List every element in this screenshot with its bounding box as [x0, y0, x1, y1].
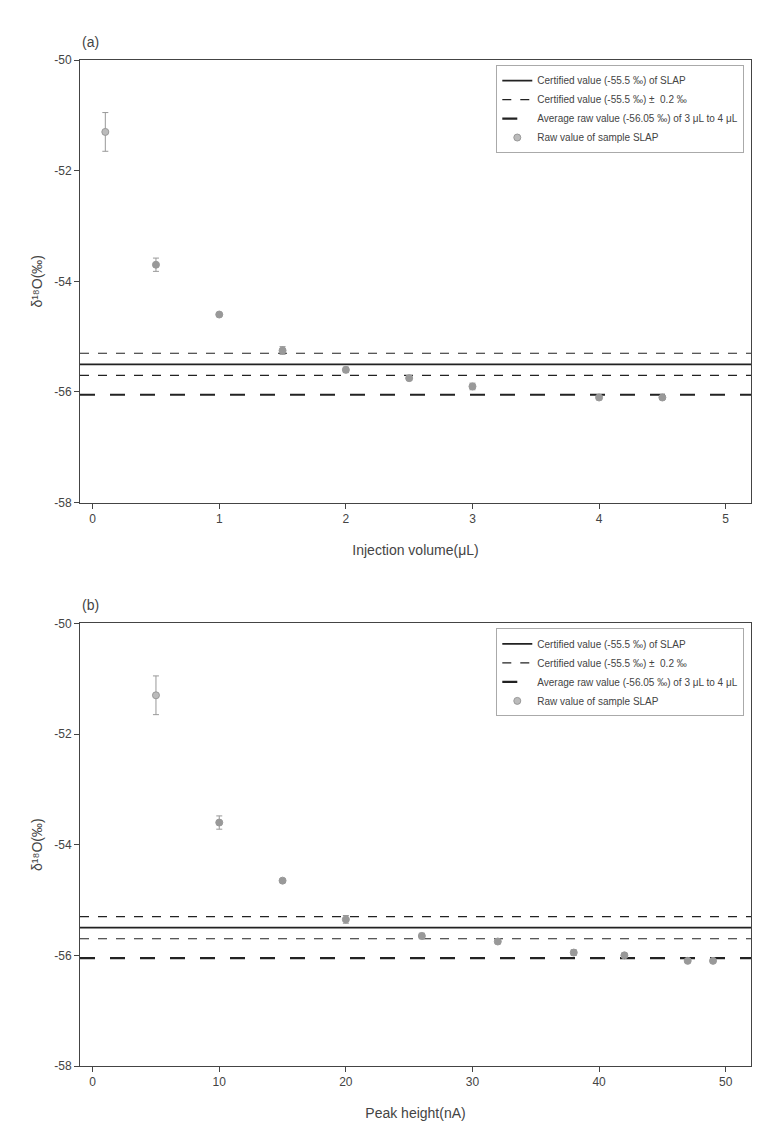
svg-text:-56: -56 — [54, 385, 72, 399]
svg-text:30: 30 — [466, 1075, 480, 1089]
svg-text:δ¹⁸O(‰): δ¹⁸O(‰) — [29, 818, 45, 871]
svg-text:2: 2 — [343, 512, 350, 526]
svg-text:4: 4 — [596, 512, 603, 526]
svg-text:(a): (a) — [82, 34, 99, 50]
svg-text:0: 0 — [89, 1075, 96, 1089]
svg-text:Injection volume(μL): Injection volume(μL) — [352, 542, 478, 558]
svg-text:40: 40 — [592, 1075, 606, 1089]
svg-text:(b): (b) — [82, 597, 99, 613]
svg-text:Raw value of sample SLAP: Raw value of sample SLAP — [537, 132, 659, 143]
svg-text:-58: -58 — [54, 1059, 72, 1073]
svg-text:-50: -50 — [54, 617, 72, 631]
svg-text:10: 10 — [213, 1075, 227, 1089]
svg-text:Peak height(nA): Peak height(nA) — [365, 1105, 465, 1121]
svg-text:Certified value (-55.5 ‰) ± 0: Certified value (-55.5 ‰) ± 0.2 ‰ — [537, 658, 686, 669]
svg-text:20: 20 — [339, 1075, 353, 1089]
svg-text:Certified value (-55.5 ‰) of S: Certified value (-55.5 ‰) of SLAP — [537, 75, 686, 86]
svg-text:Raw value of sample SLAP: Raw value of sample SLAP — [537, 696, 659, 707]
svg-text:-58: -58 — [54, 496, 72, 510]
svg-text:δ¹⁸O(‰): δ¹⁸O(‰) — [29, 255, 45, 308]
svg-text:Average raw value (-56.05 ‰) o: Average raw value (-56.05 ‰) of 3 μL to … — [537, 677, 737, 688]
svg-text:50: 50 — [719, 1075, 733, 1089]
svg-text:-54: -54 — [54, 838, 72, 852]
svg-text:Average raw value (-56.05 ‰) o: Average raw value (-56.05 ‰) of 3 μL to … — [537, 113, 737, 124]
svg-text:-54: -54 — [54, 275, 72, 289]
svg-text:Certified value (-55.5 ‰) ± 0: Certified value (-55.5 ‰) ± 0.2 ‰ — [537, 94, 686, 105]
svg-text:3: 3 — [469, 512, 476, 526]
svg-text:1: 1 — [216, 512, 223, 526]
svg-text:-52: -52 — [54, 727, 72, 741]
svg-text:0: 0 — [89, 512, 96, 526]
svg-text:-56: -56 — [54, 949, 72, 963]
svg-text:-50: -50 — [54, 53, 72, 67]
svg-text:-52: -52 — [54, 164, 72, 178]
svg-text:Certified value (-55.5 ‰) of S: Certified value (-55.5 ‰) of SLAP — [537, 639, 686, 650]
svg-text:5: 5 — [722, 512, 729, 526]
